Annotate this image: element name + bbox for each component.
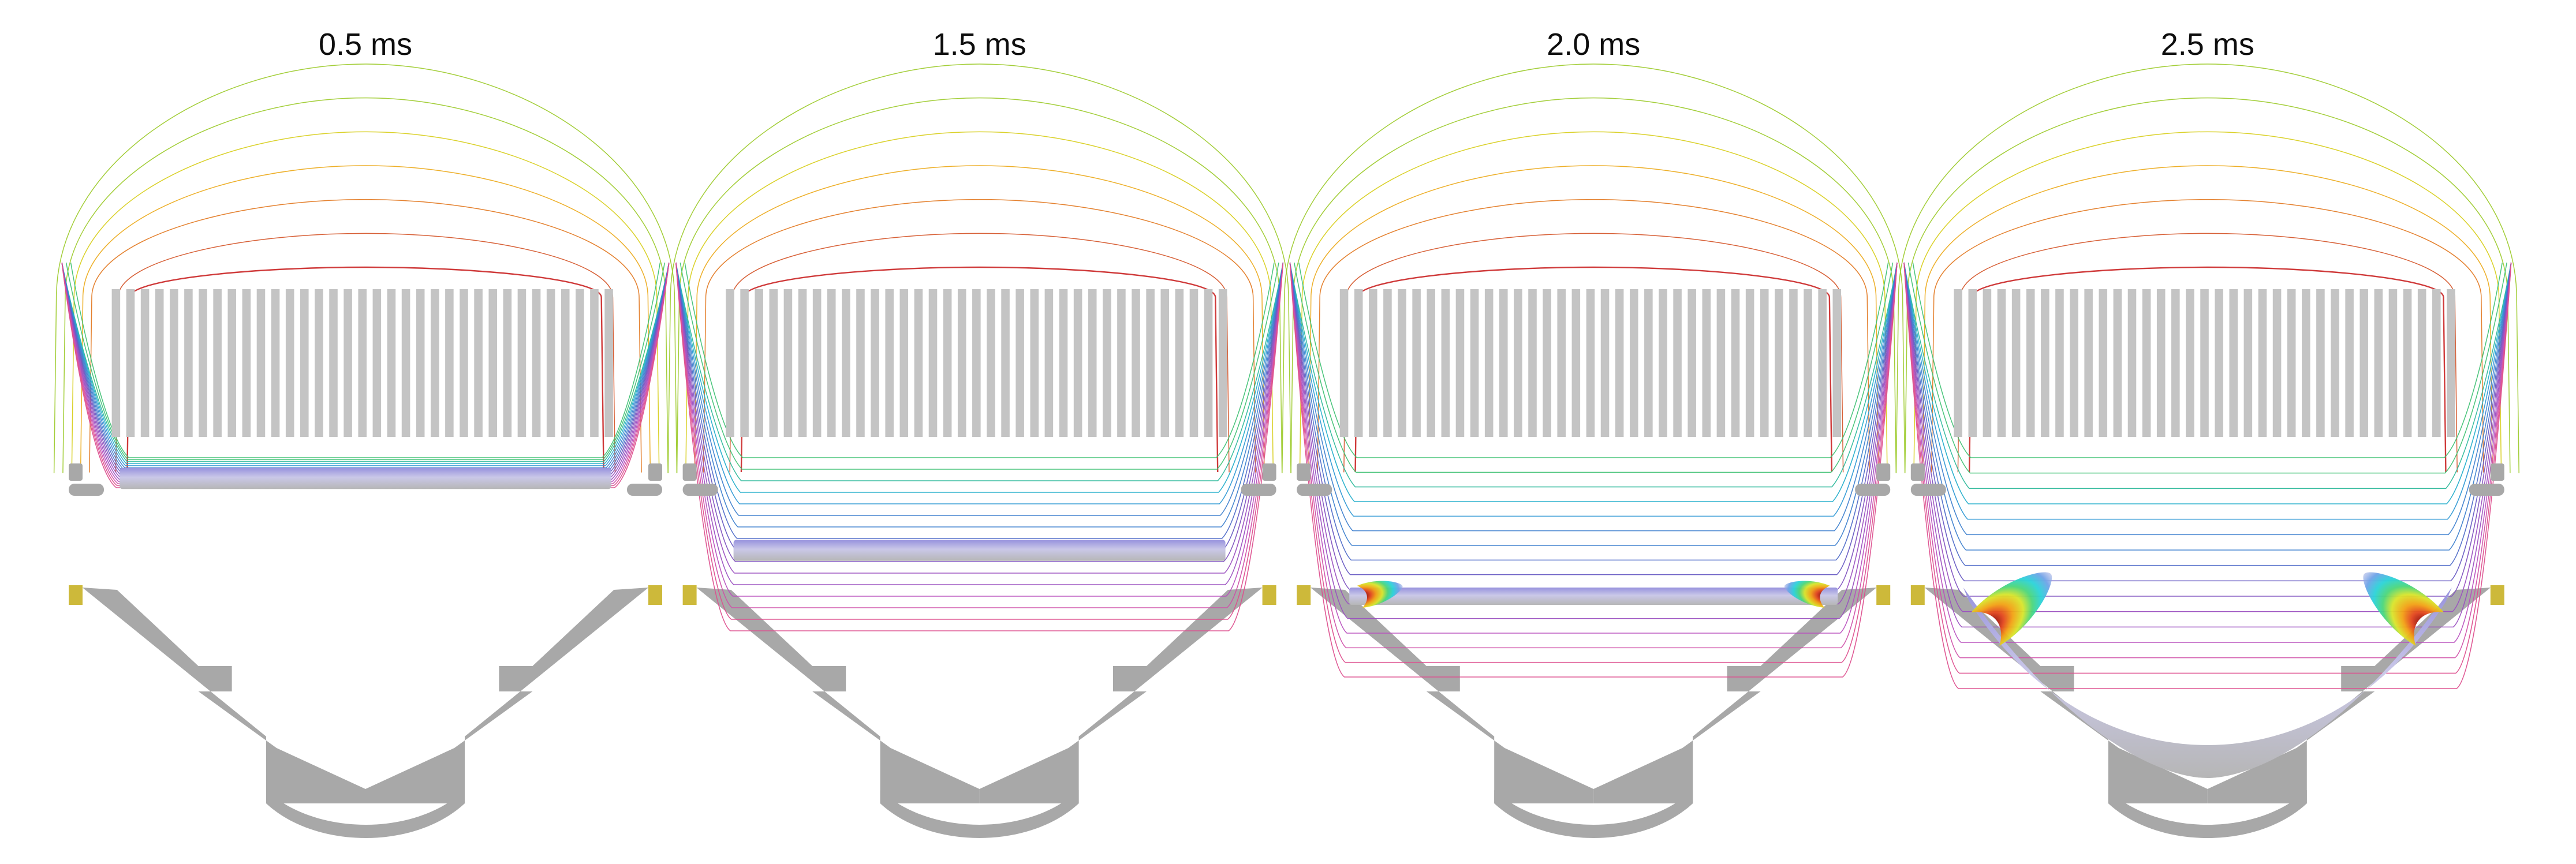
svg-text:2.5 ms: 2.5 ms	[2161, 27, 2254, 62]
svg-text:2.0 ms: 2.0 ms	[1547, 27, 1640, 62]
svg-text:0.5 ms: 0.5 ms	[319, 27, 412, 62]
svg-text:1.5 ms: 1.5 ms	[933, 27, 1026, 62]
